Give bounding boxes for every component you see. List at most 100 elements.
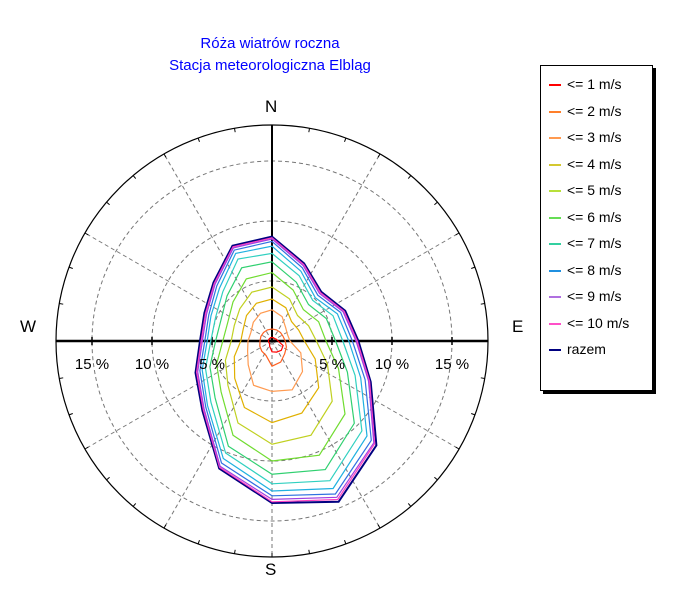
- outer-tick: [455, 446, 460, 450]
- outer-tick: [480, 377, 485, 380]
- outer-tick: [480, 302, 485, 305]
- outer-tick: [59, 302, 64, 305]
- outer-tick: [308, 549, 311, 554]
- direction-label-e: E: [512, 317, 524, 336]
- legend-label: <= 1 m/s: [567, 76, 622, 92]
- tick-label: 15 %: [75, 356, 109, 373]
- series-polygon: [197, 238, 375, 501]
- grid-spoke: [84, 340, 273, 450]
- series-polygon: [204, 252, 363, 485]
- outer-tick: [197, 137, 200, 142]
- legend-swatch: [549, 243, 561, 245]
- legend-label: <= 8 m/s: [567, 261, 622, 278]
- outer-tick: [434, 476, 438, 481]
- legend-item: <= 1 m/s: [541, 74, 654, 96]
- tick-label: 10 %: [375, 356, 409, 373]
- series-polygon: [199, 240, 372, 497]
- legend-label: <= 5 m/s: [567, 182, 622, 198]
- legend-label: razem: [567, 341, 606, 357]
- series-polygon: [224, 286, 333, 445]
- legend-label: <= 10 m/s: [567, 314, 630, 331]
- outer-tick: [106, 476, 110, 481]
- direction-label-s: S: [265, 560, 277, 579]
- legend-swatch: [549, 216, 561, 219]
- legend-label: <= 3 m/s: [567, 129, 622, 145]
- outer-tick: [455, 232, 460, 236]
- chart-subtitle: Stacja meteorologiczna Elbląg: [169, 57, 371, 74]
- outer-tick: [106, 201, 110, 206]
- legend-item: <= 3 m/s: [541, 127, 654, 149]
- outer-tick: [163, 524, 167, 529]
- tick-label: 10 %: [135, 356, 169, 373]
- legend-item: <= 8 m/s: [541, 260, 654, 282]
- outer-tick: [197, 540, 200, 545]
- tick-label: 5 %: [199, 356, 225, 373]
- direction-label-w: W: [20, 317, 37, 336]
- outer-tick: [344, 137, 347, 142]
- legend-item: <= 6 m/s: [541, 207, 654, 229]
- legend: <= 1 m/s <= 2 m/s <= 3 m/s <= 4 m/s <= 5 m/s…: [540, 65, 653, 391]
- tick-labels: 15 % 10 % 5 % 5 % 10 % 15 %: [75, 356, 469, 373]
- series-polygon: [215, 271, 346, 462]
- grid-spoke: [271, 153, 381, 342]
- polar-grid: [55, 124, 489, 558]
- outer-tick: [308, 128, 311, 133]
- legend-label: <= 2 m/s: [567, 102, 622, 119]
- series-layer: [194, 235, 378, 505]
- grid-spoke: [271, 232, 460, 342]
- legend-swatch: [549, 190, 561, 192]
- legend-label: <= 7 m/s: [567, 235, 622, 251]
- outer-tick: [377, 524, 381, 529]
- legend-label: <= 4 m/s: [567, 155, 622, 172]
- legend-item: <= 10 m/s: [541, 313, 654, 335]
- legend-label: <= 9 m/s: [567, 288, 622, 304]
- outer-tick: [471, 266, 476, 269]
- legend-swatch: [549, 296, 561, 298]
- outer-tick: [163, 153, 167, 158]
- outer-tick: [84, 232, 89, 236]
- outer-tick: [407, 503, 412, 507]
- series-polygon: [195, 237, 376, 503]
- wind-rose-plot: 15 % 10 % 5 % 5 % 10 % 15 %: [55, 124, 489, 558]
- direction-label-n: N: [265, 97, 278, 116]
- outer-tick: [84, 446, 89, 450]
- outer-tick: [68, 413, 73, 416]
- legend-swatch: [549, 349, 561, 351]
- outer-tick: [344, 540, 347, 545]
- outer-tick: [471, 413, 476, 416]
- legend-item: <= 7 m/s: [541, 233, 654, 255]
- series-polygon: [233, 298, 320, 424]
- series-polygon: [209, 261, 355, 475]
- tick-label: 15 %: [435, 356, 469, 373]
- legend-swatch: [549, 269, 561, 272]
- outer-tick: [377, 153, 381, 158]
- series-polygon: [194, 235, 378, 505]
- legend-swatch: [549, 110, 561, 113]
- outer-tick: [233, 128, 236, 133]
- outer-tick: [407, 175, 412, 179]
- legend-item: <= 2 m/s: [541, 101, 654, 123]
- grid-spoke: [271, 340, 381, 529]
- chart-title: Róża wiatrów roczna: [200, 35, 340, 52]
- series-polygon: [201, 245, 368, 492]
- legend-swatch: [549, 137, 561, 139]
- grid-spoke: [163, 153, 273, 342]
- outer-tick: [59, 377, 64, 380]
- legend-swatch: [549, 163, 561, 166]
- outer-tick: [233, 549, 236, 554]
- outer-tick: [68, 266, 73, 269]
- legend-item: <= 9 m/s: [541, 286, 654, 308]
- outer-tick: [132, 175, 137, 179]
- series-polygon: [267, 336, 284, 353]
- legend-label: <= 6 m/s: [567, 208, 622, 225]
- grid-spoke: [271, 340, 460, 450]
- legend-swatch: [549, 322, 561, 325]
- legend-item: <= 5 m/s: [541, 180, 654, 202]
- series-polygon: [259, 328, 288, 367]
- tick-label: 5 %: [319, 356, 345, 373]
- legend-item: <= 4 m/s: [541, 154, 654, 176]
- legend-swatch: [549, 84, 561, 86]
- series-polygon: [246, 309, 304, 393]
- legend-item: razem: [541, 339, 654, 361]
- grid-spoke: [163, 340, 273, 529]
